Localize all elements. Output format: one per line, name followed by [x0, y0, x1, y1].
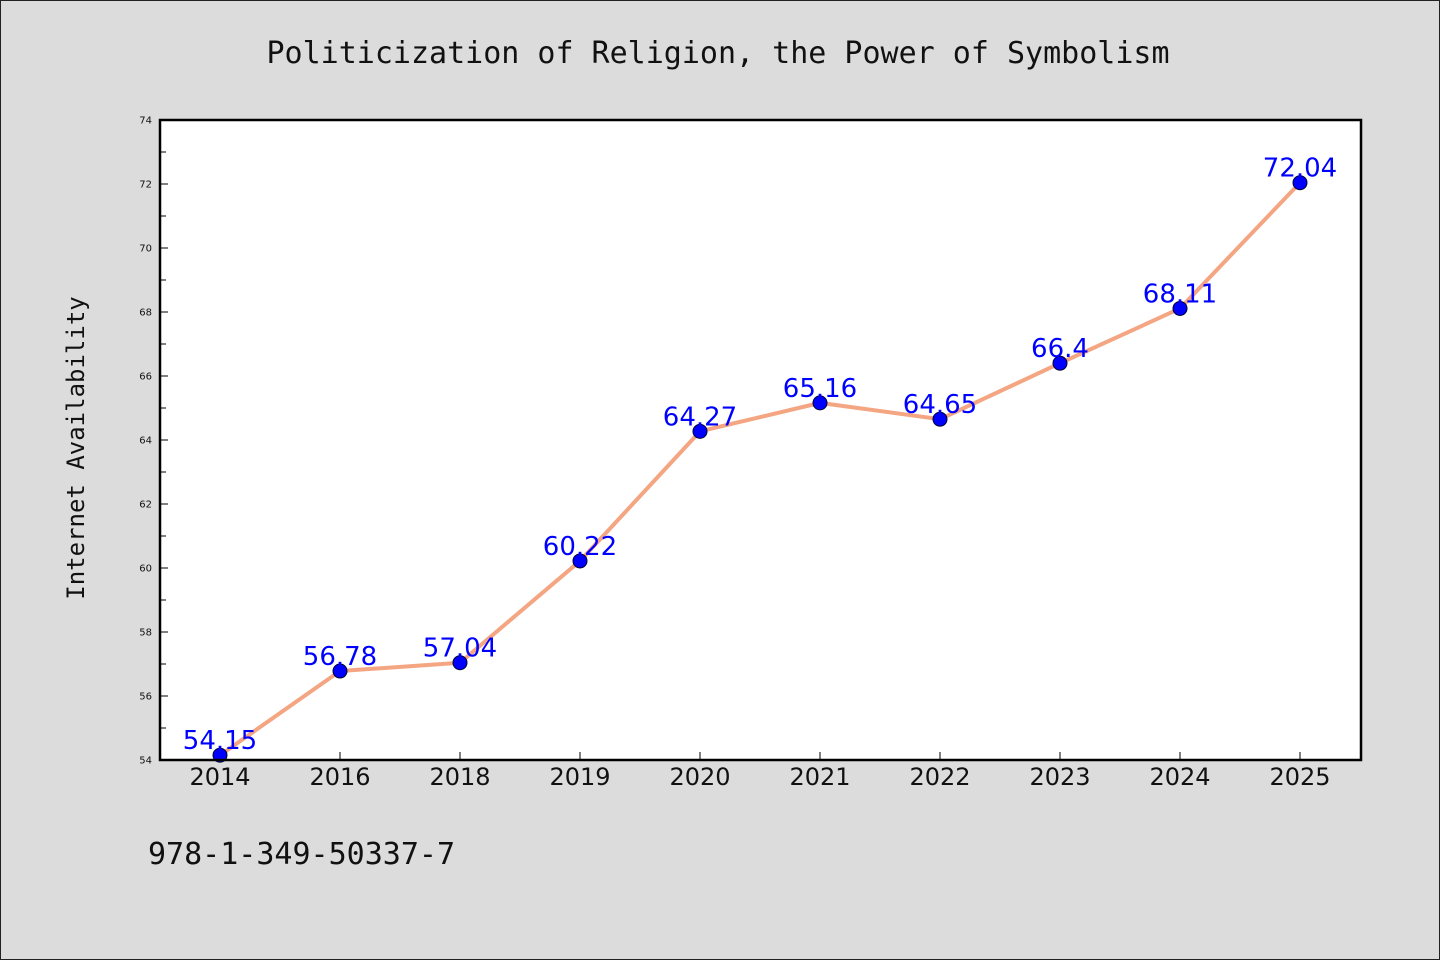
x-tick-label: 2024	[1149, 763, 1210, 791]
data-point	[932, 411, 948, 427]
series-line	[218, 180, 1302, 758]
x-tick-label: 2018	[429, 763, 490, 791]
data-point	[1292, 175, 1308, 191]
data-point	[692, 423, 708, 439]
y-tick-label: 68	[139, 308, 152, 319]
y-tick-label: 64	[139, 436, 152, 447]
data-label: 65.16	[783, 374, 857, 404]
data-label: 57.04	[423, 634, 497, 664]
plot-border	[158, 118, 1363, 762]
data-point	[1052, 355, 1068, 371]
data-label: 66.4	[1031, 334, 1089, 364]
data-label: 60.22	[543, 532, 617, 562]
x-tick-label: 2021	[789, 763, 850, 791]
series-layer	[212, 175, 1308, 763]
data-labels: 54.15 56.78 57.04 60.22 64.27 65.16 64.65 66.4 6…	[183, 154, 1337, 756]
x-tick-label: 2025	[1269, 763, 1330, 791]
data-label: 68.11	[1143, 279, 1217, 309]
y-tick-label: 66	[139, 372, 152, 383]
data-point	[212, 747, 228, 763]
x-tick-label: 2016	[309, 763, 370, 791]
y-tick-label: 62	[139, 500, 152, 511]
x-axis: 2014 2016 2018 2019 2020 2021 2022 2023 2024 2025	[189, 752, 1331, 791]
y-tick-label: 74	[139, 116, 152, 127]
y-tick-label: 56	[139, 692, 152, 703]
y-tick-label: 60	[139, 564, 152, 575]
y-tick-label: 58	[139, 628, 152, 639]
chart-title: Politicization of Religion, the Power of…	[266, 36, 1169, 71]
x-tick-label: 2019	[549, 763, 610, 791]
x-tick-label: 2022	[909, 763, 970, 791]
data-point	[1172, 300, 1188, 316]
data-label: 72.04	[1263, 154, 1337, 184]
y-axis-label: Internet Availability	[62, 296, 90, 599]
data-point	[452, 655, 468, 671]
isbn-number: 978-1-349-50337-7	[148, 837, 455, 872]
x-tick-label: 2020	[669, 763, 730, 791]
data-label: 64.65	[903, 390, 977, 420]
data-label: 56.78	[303, 642, 377, 672]
data-label: 64.27	[663, 402, 737, 432]
x-tick-label: 2023	[1029, 763, 1090, 791]
y-tick-label: 70	[139, 244, 152, 255]
x-tick-label: 2014	[189, 763, 250, 791]
y-tick-label: 54	[139, 756, 152, 767]
data-point	[812, 395, 828, 411]
data-point	[332, 663, 348, 679]
data-label: 54.15	[183, 726, 257, 756]
plot-area	[160, 120, 1361, 760]
y-tick-label: 72	[139, 180, 152, 191]
data-point	[572, 553, 588, 569]
